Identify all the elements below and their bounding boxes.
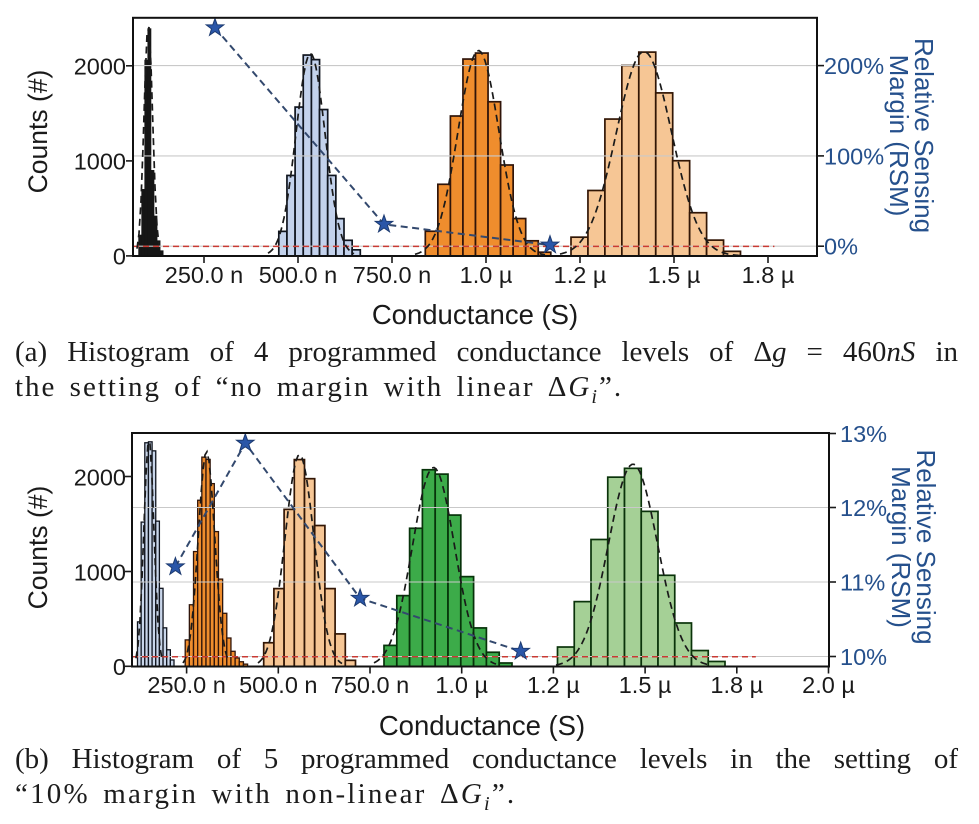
- svg-text:1.8 µ: 1.8 µ: [742, 262, 795, 288]
- svg-text:Relative Sensing: Relative Sensing: [911, 449, 941, 644]
- svg-text:250.0 n: 250.0 n: [165, 262, 243, 288]
- svg-text:1.2 µ: 1.2 µ: [554, 262, 607, 288]
- svg-text:1.5 µ: 1.5 µ: [648, 262, 701, 288]
- svg-text:2000: 2000: [74, 54, 126, 80]
- svg-text:1000: 1000: [74, 559, 126, 585]
- svg-text:Relative Sensing: Relative Sensing: [909, 38, 939, 233]
- svg-text:11%: 11%: [840, 569, 885, 595]
- svg-text:Margin (RSM): Margin (RSM): [886, 466, 916, 628]
- svg-text:750.0 n: 750.0 n: [331, 672, 409, 698]
- svg-text:1.0 µ: 1.0 µ: [460, 262, 513, 288]
- svg-text:10%: 10%: [840, 644, 887, 670]
- svg-text:1.0 µ: 1.0 µ: [435, 672, 488, 698]
- svg-text:1.8 µ: 1.8 µ: [710, 672, 763, 698]
- svg-text:13%: 13%: [840, 421, 887, 447]
- svg-text:Conductance (S): Conductance (S): [372, 299, 578, 330]
- svg-text:2000: 2000: [74, 464, 126, 490]
- svg-text:Conductance (S): Conductance (S): [379, 710, 585, 741]
- svg-text:Margin (RSM): Margin (RSM): [884, 55, 914, 217]
- svg-text:12%: 12%: [840, 495, 887, 521]
- svg-text:0: 0: [113, 654, 126, 680]
- svg-text:1.5 µ: 1.5 µ: [619, 672, 672, 698]
- svg-text:Counts (#): Counts (#): [23, 70, 53, 194]
- svg-text:750.0 n: 750.0 n: [353, 262, 431, 288]
- svg-text:500.0 n: 500.0 n: [259, 262, 337, 288]
- svg-text:0: 0: [113, 244, 126, 270]
- svg-text:1.2 µ: 1.2 µ: [527, 672, 580, 698]
- svg-text:500.0 n: 500.0 n: [239, 672, 317, 698]
- svg-text:250.0 n: 250.0 n: [147, 672, 225, 698]
- svg-text:100%: 100%: [824, 143, 884, 169]
- svg-text:Counts (#): Counts (#): [23, 486, 53, 610]
- svg-text:0%: 0%: [824, 234, 858, 260]
- svg-text:2.0 µ: 2.0 µ: [802, 672, 855, 698]
- svg-text:1000: 1000: [74, 149, 126, 175]
- svg-text:200%: 200%: [824, 53, 884, 79]
